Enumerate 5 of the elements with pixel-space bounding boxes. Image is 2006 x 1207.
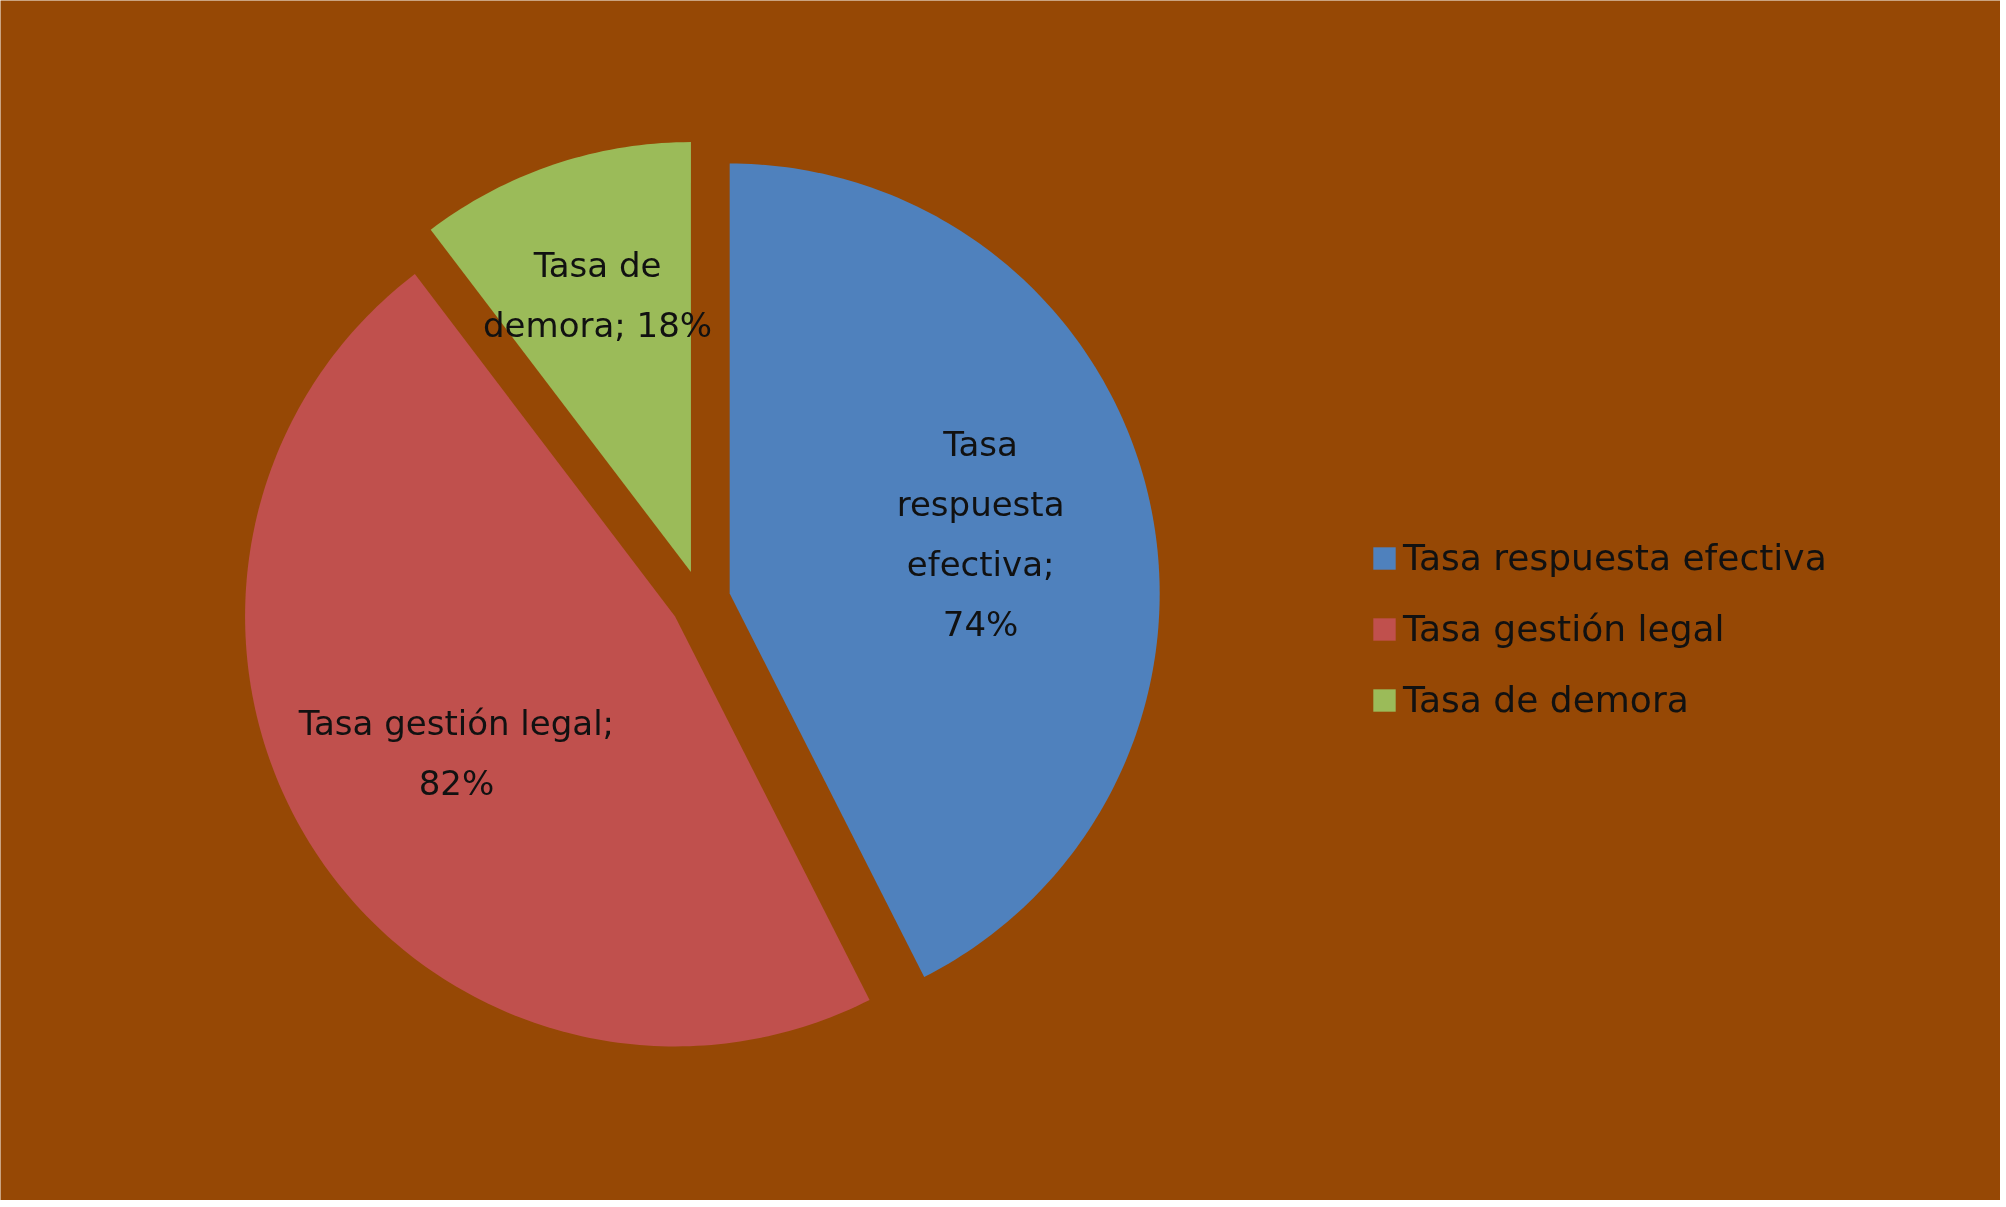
data-label: Tasa gestión legal; 82% <box>297 703 615 804</box>
legend-label: Tasa gestión legal <box>1403 608 1725 649</box>
legend-label: Tasa de demora <box>1403 679 1689 720</box>
data-label: Tasa respuesta efectiva; 74% <box>896 423 1065 644</box>
legend-label: Tasa respuesta efectiva <box>1403 537 1827 578</box>
